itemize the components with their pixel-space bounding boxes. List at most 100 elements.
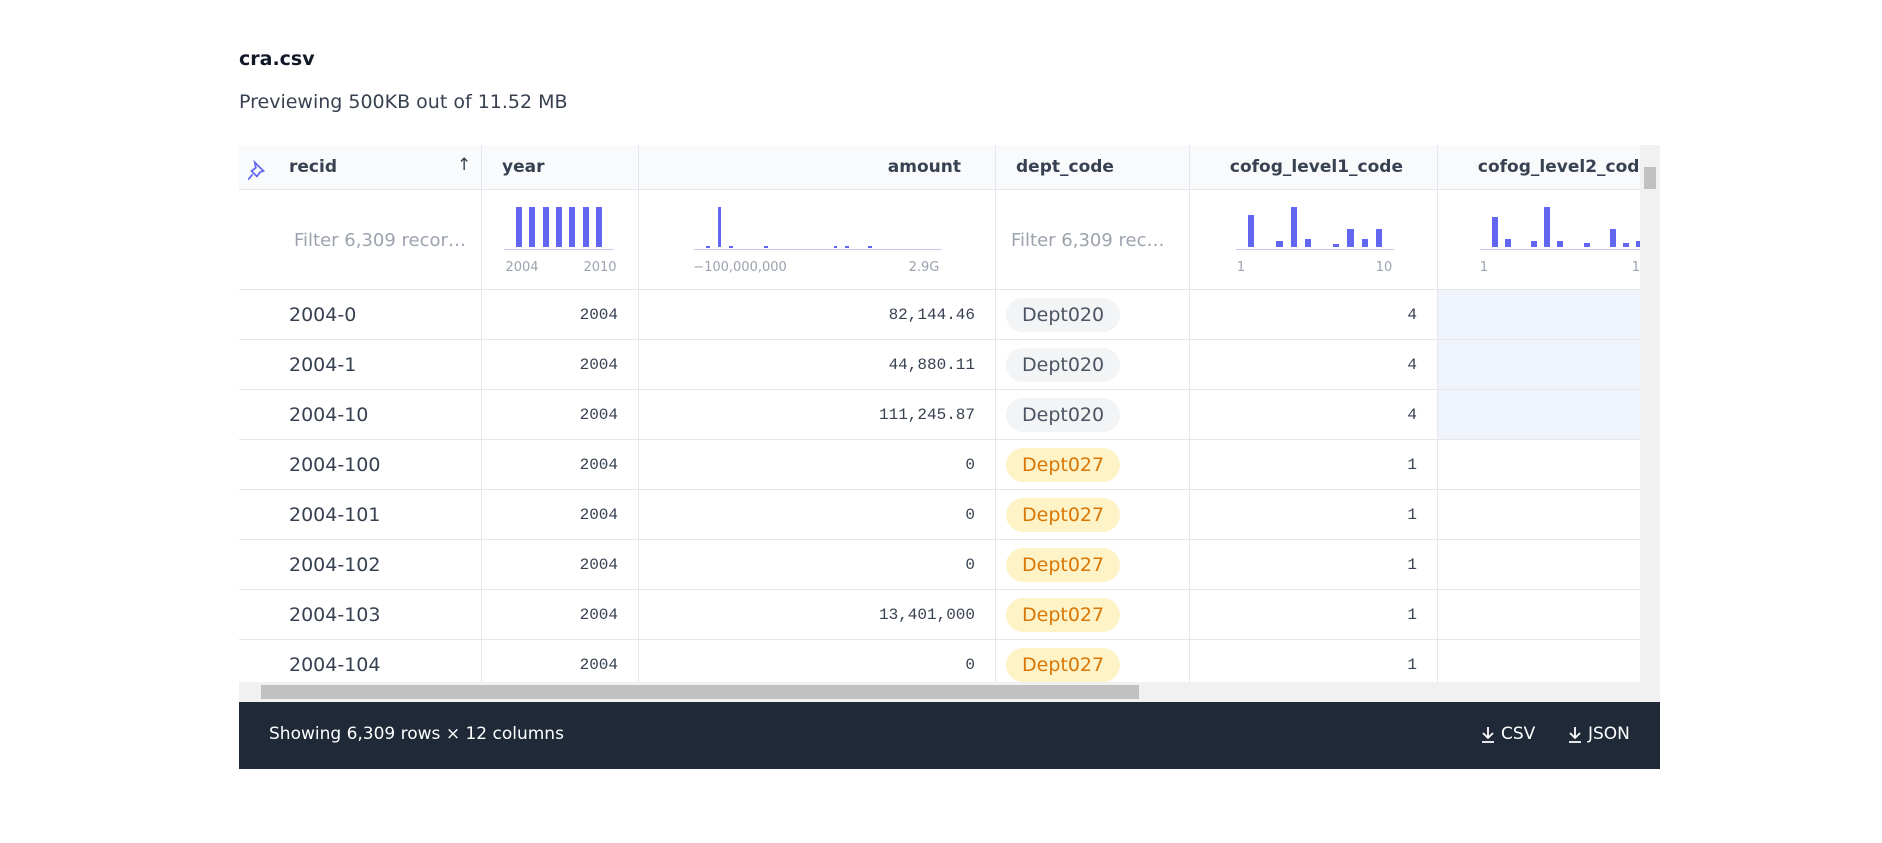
column-header[interactable]: year [482, 145, 639, 190]
histogram-label: 2.9G [908, 260, 940, 275]
column-header[interactable]: cofog_level2_code [1438, 145, 1640, 190]
pin-icon[interactable] [245, 158, 271, 184]
histogram-bar [1610, 229, 1616, 247]
cell: Dept020 [996, 390, 1190, 440]
histogram-axis [694, 249, 942, 250]
cell: 2004-101 [239, 490, 482, 540]
header-text: cofog_level2_code [1477, 157, 1640, 177]
cell: 2004-104 [239, 640, 482, 682]
tag-pill: Dept027 [1006, 647, 1121, 682]
cell: 1 [1190, 640, 1438, 682]
histogram-bar [515, 207, 522, 247]
histogram-label: 1 [1236, 260, 1246, 275]
h-scrollbar[interactable] [239, 682, 1660, 702]
header-text: year [502, 157, 545, 177]
summary-cell [639, 190, 996, 290]
histogram-bar [1583, 243, 1590, 247]
cell: 1 [1438, 590, 1640, 640]
cell: 1 [1190, 540, 1438, 590]
tag-pill: Dept027 [1006, 447, 1121, 482]
histogram-label: 10 [1375, 260, 1393, 275]
histogram-bar [569, 207, 576, 247]
histogram-bar [706, 245, 710, 248]
cell: Dept020 [996, 290, 1190, 340]
header-text: dept_code [1016, 157, 1114, 177]
column-header[interactable]: cofog_level1_code [1190, 145, 1438, 190]
cell: 4 [1190, 290, 1438, 340]
cell: 0 [639, 540, 996, 590]
download-icon [1482, 727, 1494, 743]
cell: 111,245.87 [639, 390, 996, 440]
cell: 1 [1190, 590, 1438, 640]
column-header[interactable]: recid ↑ [239, 145, 482, 190]
v-thumb[interactable] [1644, 167, 1656, 189]
histogram-label: 2004 [505, 260, 539, 275]
cell: Dept027 [996, 440, 1190, 490]
cell: 2004-0 [239, 290, 482, 340]
histogram-bar [1247, 215, 1255, 247]
cell: 13,401,000 [639, 590, 996, 640]
column-header[interactable]: dept_code [996, 145, 1190, 190]
cell: 2004 [482, 490, 639, 540]
histogram-axis [1480, 249, 1640, 250]
summary-cell [1190, 190, 1438, 290]
cell: 2004-103 [239, 590, 482, 640]
tag-pill: Dept027 [1006, 497, 1121, 532]
histogram-bar [1557, 241, 1564, 247]
cell: 82,144.46 [639, 290, 996, 340]
histogram-bar [1491, 217, 1498, 247]
cell: 1 [1190, 440, 1438, 490]
histogram-bar [1623, 243, 1630, 247]
csv-button[interactable]: CSV [1501, 724, 1536, 744]
histogram-bar [582, 207, 589, 247]
histogram-bar [729, 245, 733, 248]
cell: 1 [1438, 440, 1640, 490]
histogram-axis [504, 249, 614, 250]
histogram-bar [596, 207, 603, 247]
cell: 1 [1438, 490, 1640, 540]
data-table: recid ↑ year amount dept_code cofog_level1_co… [239, 145, 1640, 682]
json-button[interactable]: JSON [1588, 724, 1630, 744]
cell: Dept027 [996, 590, 1190, 640]
histogram-bar [542, 207, 549, 247]
v-scrollbar[interactable] [1640, 145, 1660, 682]
cell: 1 [1438, 640, 1640, 682]
h-thumb[interactable] [261, 685, 1139, 699]
cell: 2004 [482, 290, 639, 340]
histogram-bar [1531, 241, 1537, 247]
cell: 2004 [482, 440, 639, 490]
cell: Dept027 [996, 490, 1190, 540]
filter-input[interactable]: Filter 6,309 rec… [1011, 230, 1165, 251]
histogram-bar [764, 245, 768, 248]
histogram-bar [555, 207, 562, 247]
cell: 4 [1190, 340, 1438, 390]
histogram-bar [833, 246, 838, 249]
cell: 1 [1190, 490, 1438, 540]
cell: 4 [1438, 340, 1640, 390]
cell: Dept027 [996, 640, 1190, 682]
tag-pill: Dept020 [1006, 347, 1121, 382]
cell: 0 [639, 490, 996, 540]
histogram-bar [868, 246, 872, 249]
histogram-bar [1544, 207, 1551, 247]
cell: 2004 [482, 540, 639, 590]
cell: 1 [1438, 540, 1640, 590]
histogram-bar [1290, 207, 1297, 247]
histogram-label: 11 [1631, 260, 1640, 275]
cell: 0 [639, 440, 996, 490]
histogram-bar [1636, 241, 1640, 247]
tag-pill: Dept027 [1006, 547, 1121, 582]
summary-cell [996, 190, 1190, 290]
filter-input[interactable]: Filter 6,309 recor… [294, 230, 466, 251]
cell: 0 [639, 640, 996, 682]
summary-cell [1438, 190, 1640, 290]
histogram-bar [1304, 239, 1312, 247]
preview-note: Previewing 500KB out of 11.52 MB [239, 91, 568, 113]
column-header[interactable]: amount [639, 145, 996, 190]
tag-pill: Dept020 [1006, 297, 1121, 332]
cell: Dept027 [996, 540, 1190, 590]
histogram-bar [1361, 239, 1368, 247]
histogram-bar [1333, 243, 1340, 247]
histogram-label: 2010 [583, 260, 617, 275]
